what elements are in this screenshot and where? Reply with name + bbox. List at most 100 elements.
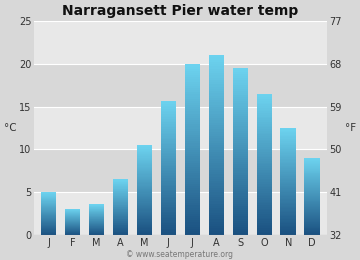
Bar [65, 218, 80, 219]
Bar [41, 206, 56, 207]
Bar [136, 148, 152, 150]
Bar [280, 129, 296, 131]
Bar [113, 232, 128, 233]
Bar [280, 178, 296, 179]
Bar [257, 161, 272, 163]
Bar [185, 205, 200, 207]
Bar [208, 60, 224, 62]
Bar [89, 222, 104, 223]
Bar [305, 189, 320, 190]
Bar [233, 216, 248, 218]
Bar [113, 231, 128, 232]
Bar [305, 233, 320, 234]
Bar [113, 189, 128, 190]
Bar [161, 217, 176, 218]
Bar [161, 170, 176, 171]
Bar [208, 105, 224, 107]
Bar [113, 183, 128, 184]
Bar [280, 219, 296, 220]
Bar [136, 173, 152, 174]
Bar [305, 222, 320, 223]
Bar [208, 206, 224, 208]
Bar [41, 234, 56, 235]
Bar [161, 229, 176, 230]
Bar [257, 110, 272, 111]
Bar [305, 214, 320, 215]
Bar [113, 210, 128, 211]
Bar [89, 224, 104, 225]
Bar [280, 176, 296, 178]
Bar [136, 211, 152, 212]
Bar [280, 132, 296, 133]
Bar [280, 148, 296, 150]
Bar [185, 227, 200, 229]
Bar [89, 216, 104, 217]
Bar [89, 223, 104, 224]
Bar [136, 192, 152, 194]
Bar [89, 221, 104, 222]
Bar [185, 67, 200, 69]
Bar [233, 198, 248, 200]
Bar [257, 108, 272, 110]
Bar [257, 117, 272, 119]
Bar [161, 178, 176, 180]
Bar [185, 105, 200, 107]
Bar [161, 165, 176, 166]
Bar [208, 190, 224, 192]
Bar [113, 192, 128, 193]
Bar [113, 226, 128, 227]
Bar [208, 233, 224, 235]
Bar [185, 184, 200, 186]
Bar [185, 141, 200, 144]
Bar [161, 233, 176, 235]
Bar [233, 202, 248, 204]
Bar [136, 199, 152, 200]
Bar [280, 172, 296, 174]
Bar [113, 187, 128, 188]
Bar [305, 181, 320, 182]
Bar [161, 119, 176, 121]
Bar [280, 153, 296, 155]
Bar [233, 179, 248, 181]
Bar [280, 158, 296, 159]
Bar [280, 191, 296, 192]
Bar [208, 118, 224, 120]
Bar [65, 215, 80, 216]
Bar [185, 137, 200, 139]
Bar [185, 118, 200, 120]
Bar [161, 148, 176, 149]
Bar [208, 80, 224, 82]
Bar [161, 104, 176, 106]
Bar [280, 139, 296, 140]
Bar [280, 166, 296, 167]
Bar [185, 90, 200, 92]
Bar [136, 216, 152, 217]
Bar [280, 182, 296, 183]
Bar [208, 100, 224, 102]
Bar [41, 218, 56, 219]
Bar [280, 152, 296, 153]
Bar [208, 125, 224, 127]
Bar [257, 129, 272, 131]
Bar [257, 152, 272, 154]
Bar [41, 199, 56, 200]
Bar [113, 213, 128, 214]
Bar [280, 212, 296, 214]
Bar [185, 135, 200, 137]
Bar [208, 219, 224, 222]
Bar [136, 203, 152, 204]
Bar [113, 194, 128, 195]
Bar [305, 188, 320, 189]
Bar [161, 116, 176, 117]
Bar [89, 207, 104, 208]
Bar [208, 229, 224, 231]
Bar [161, 166, 176, 168]
Bar [233, 166, 248, 168]
Bar [280, 164, 296, 166]
Bar [65, 231, 80, 232]
Bar [305, 232, 320, 233]
Bar [185, 139, 200, 141]
Bar [208, 177, 224, 179]
Bar [185, 146, 200, 148]
Bar [161, 168, 176, 170]
